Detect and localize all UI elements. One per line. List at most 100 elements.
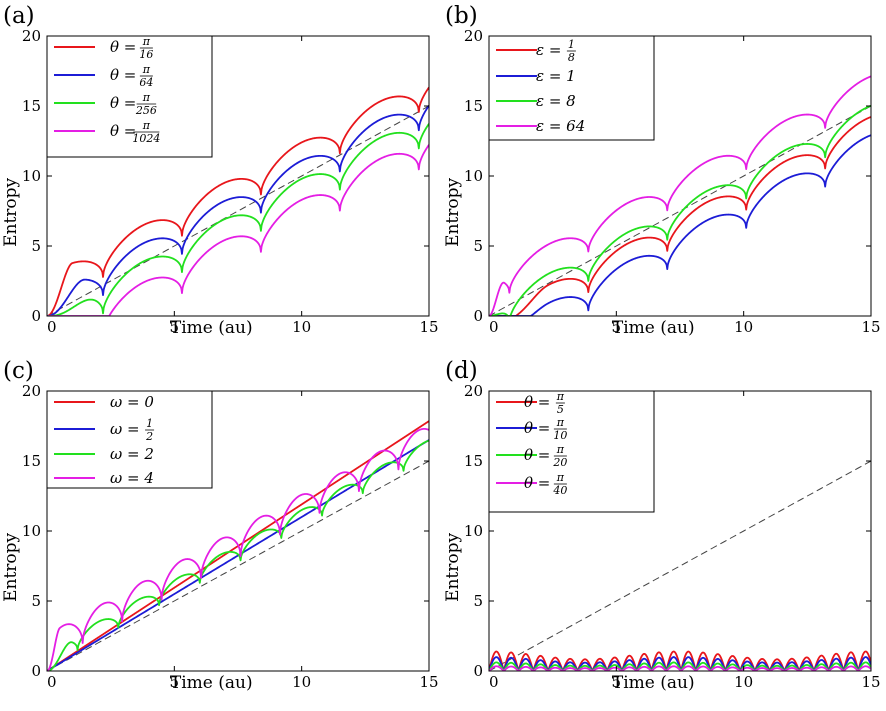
y-tick-label: 20 <box>464 382 483 400</box>
y-tick-label: 15 <box>22 452 41 470</box>
y-tick-label: 5 <box>31 592 41 610</box>
legend: ε = 18 ε = 1 ε = 8 ε = 64 <box>488 35 655 141</box>
x-axis-title: Time (au) <box>170 673 253 693</box>
panel-label: (c) <box>3 358 34 384</box>
legend-label: θ = <box>110 66 136 84</box>
series-line-3 <box>47 144 429 316</box>
legend-frac-num: π <box>556 416 565 429</box>
y-tick-label: 15 <box>464 452 483 470</box>
legend-frac-den: 256 <box>135 104 157 117</box>
y-tick-label: 0 <box>31 307 41 325</box>
series-line-3 <box>47 427 429 671</box>
legend-label: θ = <box>524 419 550 437</box>
series-line-0 <box>489 116 871 316</box>
legend-frac-num: π <box>142 91 151 104</box>
x-tick-label: 5 <box>170 318 180 336</box>
y-tick-label: 15 <box>22 97 41 115</box>
legend-frac-den: 1024 <box>132 132 160 145</box>
y-tick-label: 10 <box>22 522 41 540</box>
y-axis-title: Entropy <box>1 532 21 601</box>
y-tick-label: 0 <box>473 662 483 680</box>
y-tick-label: 20 <box>22 27 41 45</box>
legend-label: θ = <box>524 393 550 411</box>
x-tick-label: 15 <box>861 673 880 691</box>
reference-line <box>489 105 871 316</box>
y-tick-label: 20 <box>22 382 41 400</box>
legend-label: ε = 8 <box>536 92 576 110</box>
x-tick-label: 0 <box>47 673 57 691</box>
x-tick-label: 10 <box>734 673 753 691</box>
legend-label: ω = 2 <box>110 445 154 463</box>
panel-label: (a) <box>3 3 35 29</box>
series-line-3 <box>489 665 871 671</box>
series-line-0 <box>47 86 429 316</box>
y-tick-label: 5 <box>473 592 483 610</box>
y-tick-label: 0 <box>473 307 483 325</box>
series-line-1 <box>47 105 429 316</box>
legend-label: ω = 0 <box>110 393 154 411</box>
legend-box <box>46 35 213 158</box>
legend-label: θ = <box>524 446 550 464</box>
legend-frac-den: 5 <box>557 403 564 416</box>
panel-label: (b) <box>445 3 478 29</box>
legend-label: θ = <box>524 474 550 492</box>
legend-label: ε = 64 <box>536 117 585 135</box>
y-tick-label: 10 <box>464 522 483 540</box>
legend-box <box>488 35 655 141</box>
y-axis-title: Entropy <box>443 532 463 601</box>
legend-frac-den: 2 <box>145 430 153 443</box>
legend-frac-den: 10 <box>553 429 567 442</box>
legend-label: θ = <box>110 94 136 112</box>
y-axis-title: Entropy <box>443 177 463 246</box>
x-tick-label: 5 <box>612 673 622 691</box>
x-tick-label: 10 <box>734 318 753 336</box>
series-line-2 <box>489 104 871 316</box>
legend-frac-num: π <box>142 35 151 48</box>
legend-box <box>46 390 213 489</box>
legend: ω = 0 ω = 12 ω = 2 ω = 4 <box>46 390 213 489</box>
legend-frac-den: 20 <box>552 456 567 469</box>
x-tick-label: 15 <box>861 318 880 336</box>
legend-frac-num: π <box>142 119 151 132</box>
x-tick-label: 10 <box>292 318 311 336</box>
reference-line <box>47 105 429 316</box>
x-tick-label: 0 <box>489 673 499 691</box>
legend-frac-num: π <box>142 63 151 76</box>
series-line-1 <box>489 134 871 316</box>
reference-line <box>489 460 871 671</box>
legend-box <box>488 390 655 513</box>
legend-frac-num: π <box>556 443 565 456</box>
legend-label: ω = <box>110 420 140 438</box>
legend-frac-num: 1 <box>568 38 575 51</box>
y-tick-label: 20 <box>464 27 483 45</box>
series-line-2 <box>47 439 429 671</box>
x-axis-title: Time (au) <box>170 318 253 338</box>
legend-label: ω = 4 <box>110 469 154 487</box>
series-line-3 <box>489 75 871 316</box>
legend-label: θ = <box>110 122 136 140</box>
y-tick-label: 5 <box>473 237 483 255</box>
x-tick-label: 0 <box>489 318 499 336</box>
legend-label: ε = 1 <box>536 67 576 85</box>
panel-label: (d) <box>445 358 478 384</box>
x-tick-label: 15 <box>419 318 438 336</box>
x-tick-label: 5 <box>612 318 622 336</box>
x-tick-label: 10 <box>292 673 311 691</box>
y-tick-label: 0 <box>31 662 41 680</box>
legend-label: θ = <box>110 38 136 56</box>
reference-line <box>47 460 429 671</box>
x-axis-title: Time (au) <box>612 673 695 693</box>
x-axis-title: Time (au) <box>612 318 695 338</box>
legend-label: ε = <box>536 41 561 59</box>
legend-frac-num: π <box>556 390 565 403</box>
x-tick-label: 0 <box>47 318 57 336</box>
legend-frac-num: π <box>556 471 565 484</box>
panel-b: 0 5 10 15 0 5 10 15 20 Time (au) Entropy (b) ε = 18 ε … <box>443 3 881 338</box>
legend-frac-den: 40 <box>552 484 567 497</box>
series-line-2 <box>47 123 429 316</box>
